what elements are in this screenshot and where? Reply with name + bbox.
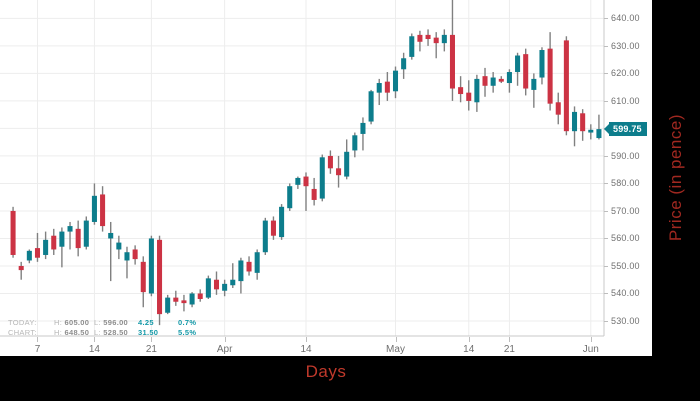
legend-high-label: H: (54, 318, 63, 327)
x-tick-label: 21 (145, 344, 157, 355)
x-tick-mark (509, 337, 511, 342)
y-tick-label: 640.00 (611, 13, 640, 24)
legend-low-label: L: (94, 328, 101, 337)
y-tick-label: 530.00 (611, 315, 640, 326)
legend-high-value: 648.50 (64, 328, 90, 337)
x-tick-label: 14 (300, 344, 312, 355)
x-tick-mark (590, 337, 592, 342)
candlestick-series (10, 0, 602, 326)
x-tick-mark (395, 337, 397, 342)
y-tick-mark (604, 293, 608, 295)
legend-low-label: L: (94, 318, 101, 327)
legend-change-value: 4.25 (138, 318, 154, 327)
x-tick-mark (468, 337, 470, 342)
plot-area: 530.00 540.00 550.00 560.00 570.00 580.00 590.… (0, 0, 652, 356)
legend-high-low: H: 605.00 L: 596.00 (54, 318, 138, 328)
x-tick-label: Jun (582, 344, 599, 355)
x-tick-label: 14 (463, 344, 475, 355)
x-tick-label: 14 (88, 344, 100, 355)
grid-lines (0, 0, 605, 337)
y-tick-label: 610.00 (611, 95, 640, 106)
y-tick-mark (604, 320, 608, 322)
x-tick-mark (224, 337, 226, 342)
y-tick-mark (604, 45, 608, 47)
y-tick-label: 620.00 (611, 68, 640, 79)
y-tick-mark (604, 265, 608, 267)
x-tick-label: May (386, 344, 405, 355)
y-tick-mark (604, 238, 608, 240)
legend-change-value: 31.50 (138, 328, 159, 337)
x-axis-title: Days (305, 362, 347, 381)
x-tick-label: 21 (503, 344, 515, 355)
y-tick-label: 570.00 (611, 205, 640, 216)
x-tick-label: 7 (34, 344, 41, 355)
legend-low-value: 596.00 (103, 318, 129, 327)
legend-high-low: H: 648.50 L: 528.50 (54, 328, 138, 338)
legend-percent-value: 0.7% (178, 318, 197, 327)
y-tick-mark (604, 155, 608, 157)
current-price-tag[interactable]: 599.75 (604, 122, 647, 137)
y-axis-title: Price (in pence) (654, 0, 698, 356)
y-tick-label: 590.00 (611, 150, 640, 161)
y-axis-title-text: Price (in pence) (666, 114, 685, 242)
y-tick-label: 550.00 (611, 260, 640, 271)
x-tick-label: Apr (216, 344, 233, 355)
x-tick-mark (37, 337, 39, 342)
y-tick-mark (604, 100, 608, 102)
legend-high-value: 605.00 (64, 318, 90, 327)
x-tick-mark (306, 337, 307, 342)
legend-row-label: CHART: (8, 328, 37, 337)
y-tick-label: 580.00 (611, 178, 640, 189)
y-tick-mark (604, 210, 608, 212)
y-tick-mark (604, 183, 608, 185)
y-tick-label: 540.00 (611, 288, 640, 299)
legend-row-today: TODAY: H: 605.00 L: 596.00 4.25 0.7% (8, 318, 196, 328)
y-tick-mark (604, 73, 608, 75)
legend-row-chart: CHART: H: 648.50 L: 528.50 31.50 5.5% (8, 328, 196, 338)
legend-row-label: TODAY: (8, 318, 37, 327)
ohlc-legend: TODAY: H: 605.00 L: 596.00 4.25 0.7% CHA… (8, 318, 196, 338)
y-tick-label: 560.00 (611, 233, 640, 244)
x-tick-mark (94, 337, 96, 342)
legend-high-label: H: (54, 328, 63, 337)
y-tick-label: 630.00 (611, 40, 640, 51)
y-tick-mark (604, 18, 608, 20)
legend-percent-value: 5.5% (178, 328, 197, 337)
x-axis: 7 14 21 Apr 14 May 14 21 Jun (34, 337, 599, 355)
legend-low-value: 528.50 (103, 328, 129, 337)
x-tick-mark (151, 337, 153, 342)
